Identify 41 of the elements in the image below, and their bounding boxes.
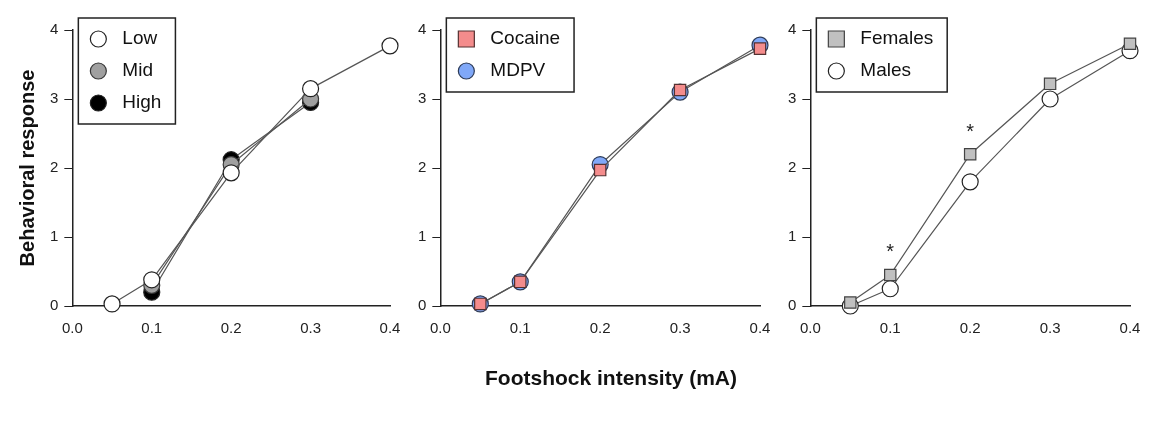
- legend-label: Males: [860, 59, 912, 81]
- y-tick-label: 3: [788, 89, 797, 107]
- annotation: *: [886, 240, 895, 263]
- y-tick-label: 0: [788, 296, 797, 314]
- text: 0.0: [799, 319, 821, 337]
- legend-label: MDPV: [490, 59, 546, 81]
- x-tick-label: 0.2: [220, 319, 242, 337]
- x-tick-label: 0.4: [749, 319, 771, 337]
- y-tick-label: 4: [418, 20, 427, 38]
- y-tick-label: 1: [788, 227, 797, 245]
- legend-label: Mid: [122, 59, 153, 81]
- y-tick-label: 3: [50, 89, 59, 107]
- y-tick-label: 1: [418, 227, 427, 245]
- legend-label: High: [122, 91, 162, 113]
- y-tick-label: 2: [418, 158, 427, 176]
- text: 0.0: [429, 319, 451, 337]
- x-tick-label: 0.1: [879, 319, 901, 337]
- y-tick-label: 2: [788, 158, 797, 176]
- y-tick-label: 3: [418, 89, 427, 107]
- legend-label: Cocaine: [490, 27, 561, 49]
- y-tick-label: 0: [418, 296, 427, 314]
- annotation: *: [966, 119, 975, 142]
- x-tick-label: 0.2: [959, 319, 981, 337]
- x-tick-label: 0.1: [509, 319, 531, 337]
- x-tick-label: 0.3: [300, 319, 322, 337]
- legend-label: Females: [860, 27, 934, 49]
- y-tick-label: 4: [788, 20, 797, 38]
- legend-label: Low: [122, 27, 158, 49]
- x-tick-label: 0.3: [1039, 319, 1061, 337]
- y-tick-label: 0: [50, 296, 59, 314]
- y-tick-label: 4: [50, 20, 59, 38]
- y-tick-label: 2: [50, 158, 59, 176]
- y-axis-title: Behavioral response: [15, 69, 38, 267]
- x-tick-label: 0.4: [379, 319, 401, 337]
- x-tick-label: 0.1: [141, 319, 163, 337]
- y-tick-label: 1: [50, 227, 59, 245]
- x-axis-title: Footshock intensity (mA): [484, 366, 738, 390]
- x-tick-label: 0.3: [669, 319, 691, 337]
- x-tick-label: 0.4: [1119, 319, 1141, 337]
- x-tick-label: 0.2: [589, 319, 611, 337]
- text: 0.0: [61, 319, 83, 337]
